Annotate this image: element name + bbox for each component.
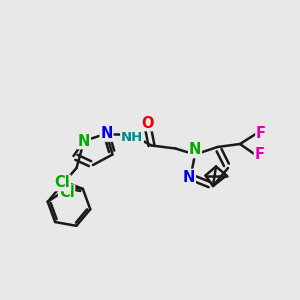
Text: O: O (141, 116, 153, 130)
Text: F: F (256, 126, 266, 141)
Text: Cl: Cl (55, 176, 70, 190)
Text: Cl: Cl (59, 185, 74, 200)
Text: N: N (189, 142, 201, 158)
Text: N: N (100, 126, 113, 141)
Text: F: F (254, 147, 265, 162)
Text: NH: NH (121, 130, 143, 144)
Text: N: N (183, 169, 195, 184)
Text: N: N (78, 134, 90, 148)
